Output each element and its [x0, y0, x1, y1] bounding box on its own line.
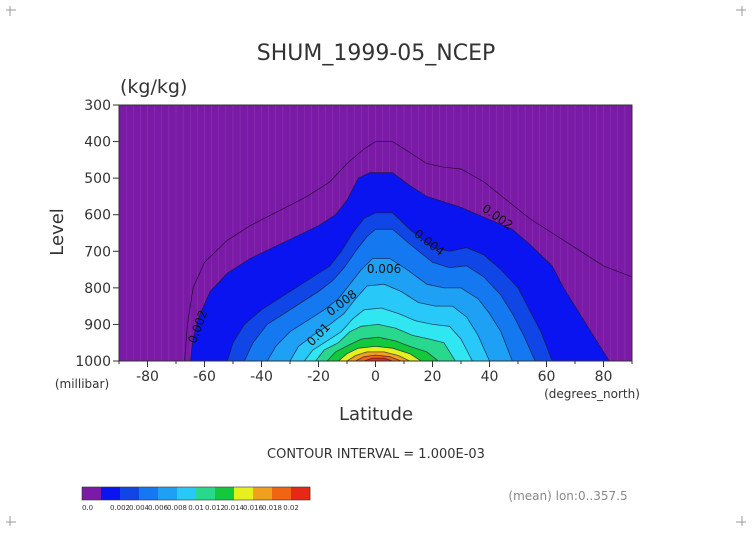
colorbar-label: 0.006 [148, 504, 169, 512]
colorbar-label: 0.012 [205, 504, 225, 512]
colorbar-swatch [253, 487, 273, 500]
chart-title: SHUM_1999-05_NCEP [257, 41, 496, 66]
contour-line-0.007 [303, 307, 473, 361]
colorbar-swatch [234, 487, 254, 500]
contour-line-0.003 [226, 212, 553, 361]
colorbar-swatch [158, 487, 178, 500]
units-label: (kg/kg) [120, 76, 187, 98]
x-tick-label: -20 [307, 369, 330, 385]
contour-interval-text: CONTOUR INTERVAL = 1.000E-03 [267, 447, 485, 462]
colorbar-label: 0.02 [283, 504, 299, 512]
y-axis-label: Level [47, 208, 68, 256]
colorbar-swatch [82, 487, 102, 500]
contour-line-0.011 [346, 351, 410, 361]
y-tick-label: 500 [84, 171, 111, 187]
contour-fills [119, 105, 632, 361]
contour-line-0.006 [289, 283, 490, 361]
colorbar-label: 0.016 [243, 504, 264, 512]
contour-line-0.004 [244, 228, 536, 361]
colorbar-swatch [215, 487, 235, 500]
y-tick-label: 1000 [75, 354, 111, 370]
colorbar-swatch [196, 487, 216, 500]
contour-label: 0.006 [367, 262, 401, 276]
x-tick-label: -40 [250, 369, 273, 385]
y-tick-label: 300 [84, 98, 111, 114]
colorbar-frame [81, 486, 311, 501]
plot-area: 300 400 500 600 700 800 900 1000 -80 -60 -40 -20 0 20… [75, 98, 633, 385]
contour-line-0.009 [326, 336, 439, 361]
footnote: (mean) lon:0..357.5 [508, 489, 627, 503]
x-tick-label: 60 [538, 369, 556, 385]
y-tick-label: 800 [84, 281, 111, 297]
contour-line-0.008 [315, 323, 456, 361]
x-tick-label: 40 [481, 369, 499, 385]
y-tick-label: 900 [84, 317, 111, 333]
contour-line-0.01 [338, 345, 422, 361]
y-unit-label: (millibar) [55, 377, 109, 391]
crop-marks [6, 6, 746, 526]
colorbar-label: 0.018 [262, 504, 282, 512]
colorbar-swatch [272, 487, 292, 500]
colorbar-swatch [291, 487, 311, 500]
x-unit-label: (degrees_north) [544, 387, 640, 401]
colorbar-label: 0.0 [82, 504, 93, 512]
contour-line-outer [184, 141, 632, 361]
colorbar-swatch [177, 487, 197, 500]
x-tick-label: -80 [136, 369, 159, 385]
contour-line-0.013 [363, 357, 393, 361]
y-tick-label: 600 [84, 208, 111, 224]
x-tick-label: -60 [193, 369, 216, 385]
colorbar-label: 0.002 [110, 504, 130, 512]
colorbar-label: 0.01 [188, 504, 204, 512]
colorbar-swatch [101, 487, 121, 500]
contour-line-0.002 [189, 172, 610, 361]
x-tick-label: 80 [595, 369, 613, 385]
contour-line-0.012 [355, 354, 402, 361]
colorbar-swatch [139, 487, 159, 500]
y-tick-label: 400 [84, 135, 111, 151]
colorbar-label: 0.014 [224, 504, 245, 512]
colorbar-swatch [120, 487, 140, 500]
x-tick-label: 20 [424, 369, 442, 385]
x-tick-label: 0 [371, 369, 380, 385]
contour-line-0.005 [266, 258, 513, 361]
colorbar-label: 0.004 [129, 504, 150, 512]
colorbar-label: 0.008 [167, 504, 187, 512]
y-tick-label: 700 [84, 244, 111, 260]
x-axis-label: Latitude [339, 404, 413, 425]
